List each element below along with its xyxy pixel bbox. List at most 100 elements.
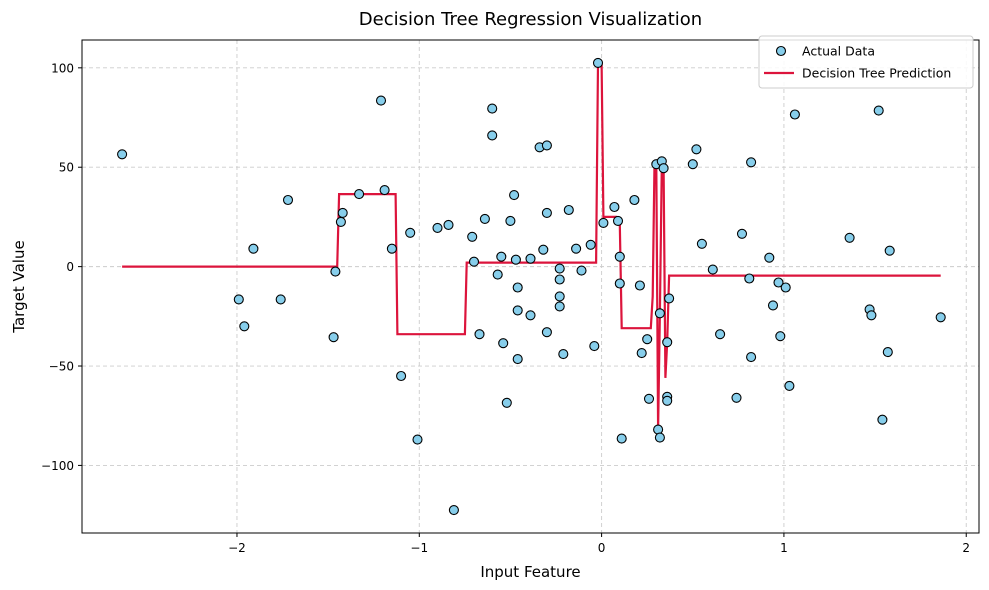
data-point xyxy=(935,312,946,323)
data-point xyxy=(746,157,757,168)
y-tick-label: 0 xyxy=(66,260,74,274)
data-point xyxy=(432,222,443,233)
data-point xyxy=(379,185,390,196)
data-point xyxy=(330,266,341,277)
data-point xyxy=(541,207,552,218)
data-point xyxy=(746,352,757,363)
data-point xyxy=(492,269,503,280)
data-point xyxy=(736,228,748,239)
x-tick-label: 0 xyxy=(598,541,606,555)
data-point xyxy=(585,239,596,250)
data-point xyxy=(731,392,742,403)
y-tick-label: −50 xyxy=(49,360,74,374)
data-point xyxy=(598,217,609,228)
ticks: −2 −1 0 1 2 −100 −50 0 50 100 xyxy=(41,61,970,555)
chart-title: Decision Tree Regression Visualization xyxy=(359,9,702,30)
data-point xyxy=(658,163,669,174)
data-point xyxy=(877,414,888,425)
data-point xyxy=(767,300,779,311)
data-point xyxy=(487,130,498,141)
data-point xyxy=(248,243,259,254)
data-point xyxy=(468,256,480,267)
data-point xyxy=(773,277,784,288)
data-point xyxy=(282,194,294,206)
data-point xyxy=(512,354,523,365)
data-point xyxy=(512,282,523,293)
data-point xyxy=(715,329,726,340)
y-tick-label: 100 xyxy=(51,61,74,75)
data-point xyxy=(654,308,665,319)
data-point xyxy=(576,265,587,276)
data-point xyxy=(589,341,600,352)
data-point xyxy=(501,397,512,408)
data-point xyxy=(538,244,549,255)
legend-scatter-marker xyxy=(775,45,787,57)
data-point xyxy=(510,254,521,265)
legend: Actual Data Decision Tree Prediction xyxy=(758,35,974,89)
data-point xyxy=(487,103,498,114)
data-point xyxy=(233,294,244,305)
data-point xyxy=(784,380,795,391)
data-point xyxy=(696,238,707,249)
data-point xyxy=(775,331,786,342)
data-point xyxy=(571,243,582,254)
x-axis-label: Input Feature xyxy=(480,563,580,581)
data-point xyxy=(405,227,416,238)
data-point xyxy=(467,231,478,242)
data-point xyxy=(448,505,459,516)
data-point xyxy=(642,334,653,345)
data-point xyxy=(616,433,627,444)
data-point xyxy=(541,327,552,338)
data-point xyxy=(328,332,339,343)
data-point xyxy=(643,393,655,404)
data-point xyxy=(691,144,702,155)
y-axis-label: Target Value xyxy=(10,240,28,333)
legend-box xyxy=(758,35,974,89)
x-tick-label: −1 xyxy=(410,541,428,555)
data-point xyxy=(662,395,673,406)
data-point xyxy=(744,273,755,284)
data-point xyxy=(866,310,877,321)
data-point xyxy=(629,194,640,206)
data-point xyxy=(614,278,625,289)
data-point xyxy=(654,432,665,443)
data-point xyxy=(614,251,625,262)
scatter-points-layer xyxy=(117,57,946,516)
y-tick-label: 50 xyxy=(59,161,74,175)
data-point xyxy=(636,348,647,359)
data-point xyxy=(496,251,507,262)
data-point xyxy=(844,232,855,243)
data-point xyxy=(474,329,485,340)
data-point xyxy=(525,310,536,321)
x-tick-label: 2 xyxy=(962,541,970,555)
data-point xyxy=(479,213,490,224)
x-tick-label: 1 xyxy=(780,541,788,555)
data-point xyxy=(386,243,397,254)
x-tick-label: −2 xyxy=(228,541,246,555)
data-point xyxy=(592,57,604,68)
data-point xyxy=(554,263,565,274)
data-point xyxy=(884,245,895,256)
legend-label-prediction: Decision Tree Prediction xyxy=(802,66,951,81)
data-point xyxy=(789,109,800,120)
data-point xyxy=(498,338,509,349)
data-point xyxy=(554,291,565,302)
data-point xyxy=(512,305,523,316)
data-point xyxy=(239,321,250,332)
data-point xyxy=(664,293,675,304)
y-tick-label: −100 xyxy=(41,459,74,473)
data-point xyxy=(337,207,348,218)
data-point xyxy=(687,159,698,170)
data-point xyxy=(662,337,673,348)
data-point xyxy=(525,253,536,264)
data-point xyxy=(612,215,624,226)
data-point xyxy=(335,216,346,227)
data-point xyxy=(354,189,365,200)
data-point xyxy=(609,201,620,213)
data-point xyxy=(412,434,423,445)
plot-frame xyxy=(81,39,980,534)
data-point xyxy=(505,215,516,226)
